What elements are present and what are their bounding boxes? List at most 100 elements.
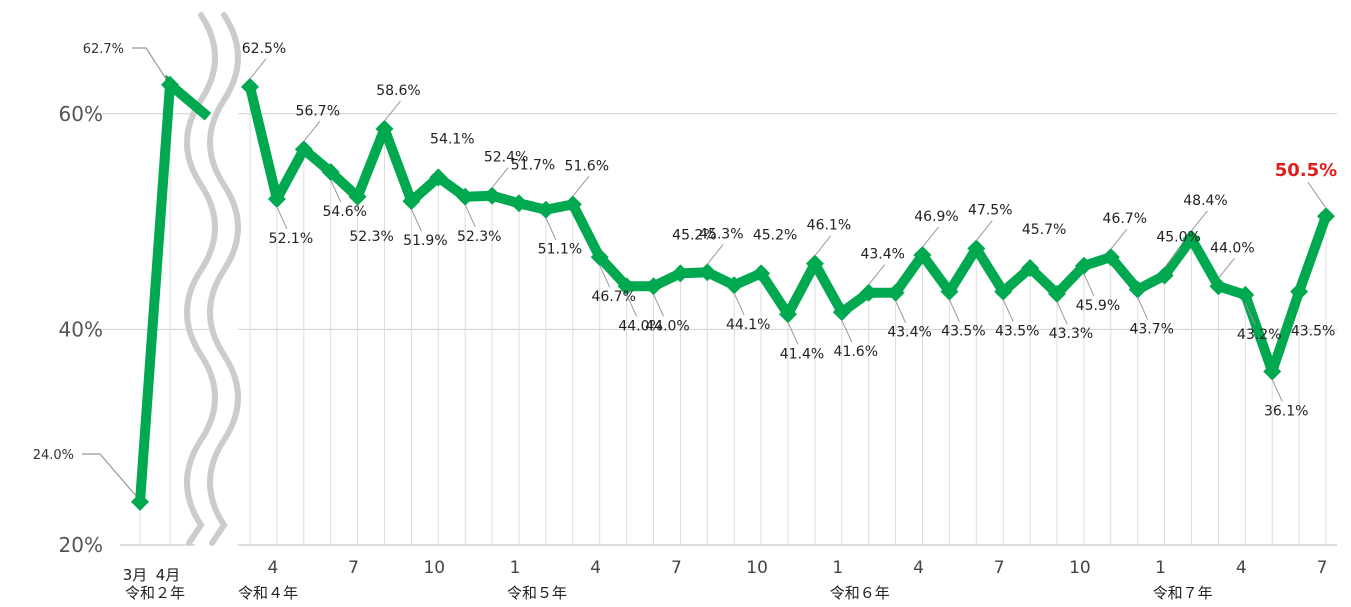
series-line-early [135,74,212,503]
leader-line [545,217,557,240]
data-point-marker [1236,285,1255,304]
y-tick-label: 60% [59,102,103,126]
data-point-marker [1209,277,1228,296]
leader-line [626,294,638,317]
data-label: 51.6% [565,158,609,174]
data-label: 43.4% [887,325,931,341]
data-point-marker [402,192,421,211]
x-tick-label: 1 [1155,558,1166,578]
data-label: 48.4% [1183,193,1227,209]
data-point-marker [348,187,367,206]
leader-line [1002,299,1014,322]
data-label: 43.5% [941,324,985,340]
data-label: 51.7% [511,157,555,173]
data-point-marker [536,200,555,219]
data-label: 45.2% [672,227,716,243]
leader-line [1083,273,1095,297]
data-point-marker [1074,256,1093,275]
data-label: 45.2% [753,227,797,243]
data-label: 52.3% [349,229,393,245]
data-label: 56.7% [296,103,340,119]
leader-line [706,243,724,265]
data-label: 51.1% [538,242,582,258]
data-label: 46.9% [914,209,958,225]
data-point-marker [725,276,744,295]
data-label: 46.7% [591,289,635,305]
data-point-marker [698,263,717,282]
leader-line [1191,210,1208,232]
x-tick-label: 4 [590,558,601,578]
data-label: 43.5% [995,324,1039,340]
data-label: 54.6% [322,204,366,220]
data-point-marker [671,264,690,283]
leader-line [330,179,342,203]
data-point-marker [131,492,149,511]
data-point-marker [510,194,528,213]
leader-line [922,226,939,248]
data-point-marker [161,75,179,94]
data-point-marker [1317,207,1335,226]
leader-line [464,204,476,228]
leader-line [132,47,167,80]
data-label: 43.5% [1291,324,1335,340]
leader-line [814,235,832,256]
data-label: 44.0% [645,318,689,334]
y-tick-label: 20% [59,533,103,557]
data-label: 41.4% [780,346,824,362]
leader-line [787,322,799,345]
data-label: 43.2% [1237,327,1281,343]
era-label: 令和７年 [1153,584,1213,602]
data-point-marker [805,254,824,273]
leader-line [1137,297,1149,320]
leader-line [410,208,422,232]
x-tick-label: 4 [913,558,924,578]
data-point-marker [967,239,986,258]
data-point-marker [913,246,932,265]
data-point-marker [644,277,663,296]
leader-line [1244,302,1256,326]
data-point-marker [1182,229,1201,248]
data-label: 24.0% [33,448,74,463]
leader-line [975,220,993,241]
data-point-marker [429,168,448,187]
leader-line [1271,379,1283,402]
data-point-marker [1128,280,1147,299]
data-label: 52.3% [457,229,501,245]
data-label: 45.3% [699,226,743,242]
x-tick-label: 4 [1236,558,1247,578]
data-point-marker [1048,284,1066,303]
data-label: 47.5% [968,203,1012,219]
data-point-marker [241,77,259,96]
x-tick-label: 1 [832,558,843,578]
data-label: 44.0% [618,318,662,334]
data-point-marker [617,277,636,296]
data-label: 50.5% [1275,160,1337,181]
leader-line [1164,247,1181,268]
data-label: 45.9% [1076,298,1120,314]
data-point-marker [1101,248,1120,267]
data-label: 44.1% [726,317,770,333]
x-tick-label: 7 [994,558,1005,578]
data-label: 43.3% [1049,326,1093,342]
x-tick-label: 7 [1317,558,1328,578]
era-label: 令和４年 [238,584,298,602]
data-point-marker [994,282,1013,301]
data-label: 45.7% [1022,222,1066,238]
x-tick-label: 10 [1069,558,1091,578]
data-label: 41.6% [834,344,878,360]
data-point-marker [859,283,878,302]
leader-line [841,319,853,343]
data-label: 52.4% [484,150,528,166]
leader-line [1110,228,1128,250]
leader-line [895,300,907,323]
data-point-marker [832,303,851,322]
x-tick-label: 7 [671,558,682,578]
leader-line [733,292,745,316]
x-tick-label: 3月 [123,566,148,584]
era-label: 令和２年 [125,584,185,602]
data-label: 62.7% [83,42,124,57]
leader-line [572,176,590,197]
y-tick-label: 40% [59,317,103,341]
data-point-marker [267,189,286,208]
